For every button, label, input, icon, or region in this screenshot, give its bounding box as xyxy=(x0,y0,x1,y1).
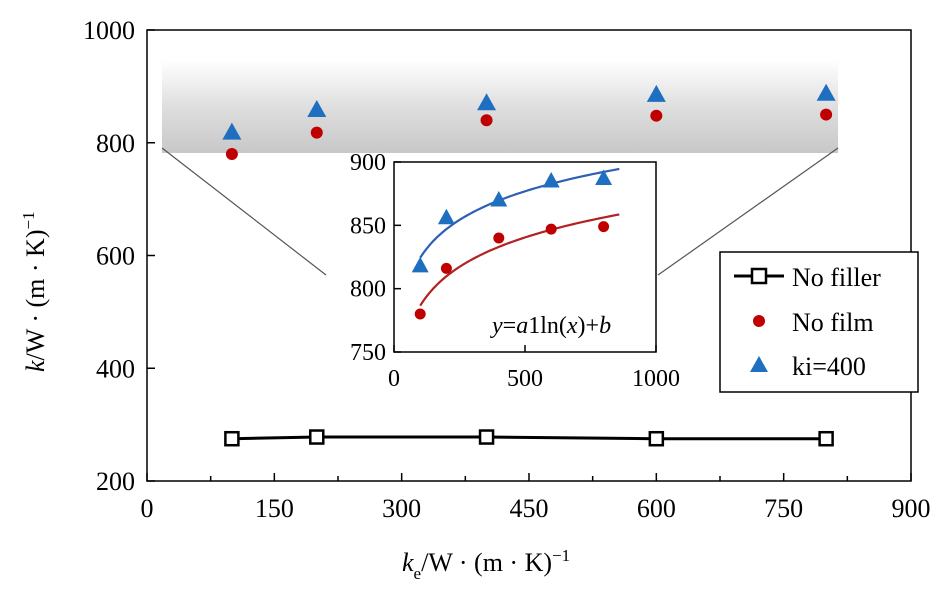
data-point-no-filler xyxy=(818,430,834,447)
data-point-no-filler xyxy=(478,429,495,445)
inset-fit-equation-part: y xyxy=(490,313,503,339)
data-point-no-film xyxy=(650,109,663,122)
inset-fit-equation-part: x xyxy=(566,313,578,339)
inset-chart: 0 500 1000 750 800 850 900 y=a1ln(x)+b xyxy=(350,150,680,392)
data-point-ki-400 xyxy=(816,83,836,101)
x-axis-title-sub: e xyxy=(414,564,422,583)
data-point-ki-400 xyxy=(222,122,242,140)
y-tick-label: 400 xyxy=(96,354,135,383)
y-tick-label: 1000 xyxy=(83,16,135,45)
inset-fit-equation-part: a xyxy=(516,313,528,339)
legend-item-ki400: ki=400 xyxy=(750,352,866,381)
legend-label-no-filler: No filler xyxy=(792,263,881,292)
legend-label-ki400: ki=400 xyxy=(792,352,866,381)
y-tick-label: 600 xyxy=(96,242,135,271)
inset-data-point-no-film xyxy=(440,262,452,274)
inset-data-point-ki-400 xyxy=(411,256,429,273)
x-tick-label: 0 xyxy=(141,494,154,523)
data-point-ki-400 xyxy=(307,100,327,118)
x-axis-title-rest: /W · (m · K) xyxy=(421,548,552,577)
data-point-ki-400 xyxy=(477,93,497,111)
x-tick-label: 600 xyxy=(637,494,676,523)
inset-data-point-ki-400 xyxy=(437,208,455,225)
inset-series-ki-400 xyxy=(411,169,613,273)
inset-fit-equation-part: = xyxy=(503,313,517,339)
data-point-no-filler xyxy=(648,430,665,447)
inset-data-point-no-film xyxy=(545,223,557,235)
zoom-band-rect xyxy=(162,60,838,153)
data-point-no-filler xyxy=(224,430,240,447)
x-axis-title: ke/W · (m · K)−1 xyxy=(402,546,570,583)
y-axis-title-sup: −1 xyxy=(19,211,38,229)
inset-fit-equation-part: b xyxy=(599,313,611,339)
legend: No filler No film ki=400 xyxy=(719,251,919,393)
legend-marker-no-filler xyxy=(750,267,768,285)
inset-data-point-no-film xyxy=(493,232,505,244)
inset-data-point-no-film xyxy=(598,221,610,233)
data-point-no-film xyxy=(480,114,493,127)
y-axis-title-rest: /W · (m · K) xyxy=(21,230,50,361)
inset-series-no-film xyxy=(414,221,610,320)
legend-label-no-film: No film xyxy=(792,308,874,337)
y-tick-label: 800 xyxy=(96,129,135,158)
inset-plot-frame xyxy=(393,161,657,353)
series-no-film xyxy=(225,108,833,161)
legend-marker-ki400 xyxy=(750,356,768,372)
data-point-no-filler xyxy=(309,429,325,445)
main-axes: 0 150 300 450 600 750 900 200 400 600 800 1000 xyxy=(83,16,931,523)
main-series xyxy=(222,83,836,447)
inset-fit-equation-part: )+ xyxy=(578,313,600,339)
legend-item-no-filler: No filler xyxy=(734,263,881,292)
x-tick-label: 750 xyxy=(764,494,803,523)
inset-y-tick-label: 800 xyxy=(350,277,386,303)
inset-fit-equation-part: 1ln( xyxy=(528,313,567,339)
inset-data-point-ki-400 xyxy=(542,172,560,188)
data-point-ki-400 xyxy=(646,84,666,102)
inset-fit-curve-no-film xyxy=(419,213,620,307)
inset-fit-equation: y=a1ln(x)+b xyxy=(490,313,611,339)
inset-data-point-ki-400 xyxy=(490,191,508,207)
zoom-connector-left xyxy=(161,147,327,276)
x-tick-label: 300 xyxy=(382,494,421,523)
x-tick-label: 450 xyxy=(510,494,549,523)
zoom-highlight-band xyxy=(162,60,838,153)
data-point-no-film xyxy=(820,108,833,121)
inset-y-tick-label: 750 xyxy=(350,340,386,366)
inset-x-tick-label: 1000 xyxy=(632,366,680,392)
x-tick-label: 900 xyxy=(892,494,931,523)
series-no-filler xyxy=(224,429,834,447)
inset-data-point-no-film xyxy=(414,308,426,320)
legend-item-no-film: No film xyxy=(753,308,874,337)
zoom-connector-right xyxy=(657,147,839,276)
zoom-connector-lines xyxy=(161,147,839,276)
x-axis-title-sup: −1 xyxy=(552,546,570,565)
y-axis-title-main: k xyxy=(21,360,50,372)
inset-y-tick-label: 850 xyxy=(350,213,386,239)
legend-marker-no-film xyxy=(753,315,765,327)
x-tick-label: 150 xyxy=(255,494,294,523)
inset-data-point-ki-400 xyxy=(595,169,613,185)
y-axis-title: k/W · (m · K)−1 xyxy=(19,211,50,372)
y-tick-label: 200 xyxy=(96,467,135,496)
inset-y-tick-label: 900 xyxy=(350,150,386,176)
series-ki-400 xyxy=(222,83,836,140)
x-axis-title-main: k xyxy=(402,548,414,577)
data-point-no-film xyxy=(310,126,323,139)
inset-x-tick-label: 500 xyxy=(507,366,543,392)
inset-x-tick-label: 0 xyxy=(388,366,400,392)
data-point-no-film xyxy=(225,148,238,161)
